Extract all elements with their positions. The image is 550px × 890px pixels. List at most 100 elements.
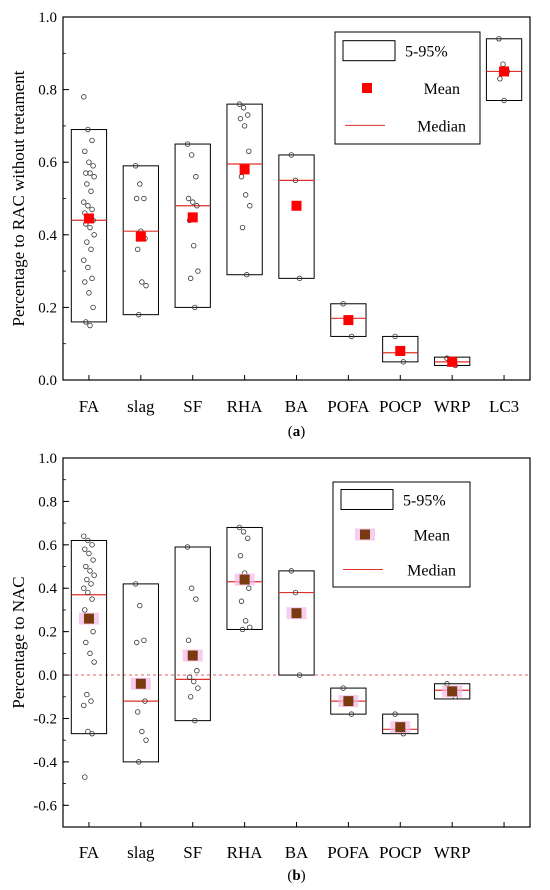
data-point: [85, 126, 91, 133]
data-point: [86, 159, 92, 165]
data-point: [85, 264, 91, 271]
data-point: [187, 275, 194, 282]
data-point: [90, 304, 96, 311]
data-point: [87, 568, 93, 574]
x-tick-label-fa: FA: [79, 397, 100, 416]
data-point: [83, 639, 89, 646]
data-point: [136, 759, 142, 765]
y-tick-label: 0.8: [38, 494, 57, 510]
data-point: [194, 203, 200, 209]
data-point: [348, 333, 355, 340]
x-tick-label-sf: SF: [183, 843, 202, 862]
category-sf: [174, 544, 211, 724]
data-point: [186, 674, 193, 680]
x-tick-label-ba: BA: [285, 843, 309, 862]
data-point: [132, 581, 139, 587]
data-point: [194, 668, 200, 674]
data-point: [137, 181, 143, 187]
data-point: [91, 232, 97, 238]
data-point: [84, 239, 90, 245]
data-point: [236, 101, 243, 107]
mean-marker-sf: [187, 650, 198, 661]
data-point: [247, 203, 253, 209]
data-point: [132, 163, 139, 169]
data-point: [191, 242, 197, 249]
mean-marker-pofa: [343, 696, 354, 707]
mean-marker-fa: [83, 613, 94, 624]
category-fa: [70, 94, 108, 329]
y-tick-label: 1.0: [38, 451, 57, 467]
category-slag: [122, 581, 159, 765]
legend-mean-swatch: [360, 529, 370, 540]
y-tick-label: 0.8: [38, 83, 57, 99]
data-point: [81, 257, 87, 263]
data-point: [188, 585, 195, 591]
data-point: [239, 224, 246, 231]
data-point: [237, 552, 244, 559]
data-point: [501, 97, 507, 104]
y-tick-label: 0.6: [38, 538, 57, 554]
legend: 5-95% Mean Median: [332, 481, 471, 588]
category-sf: [174, 141, 211, 311]
x-tick-label-sf: SF: [183, 397, 202, 416]
data-point: [84, 691, 90, 698]
mean-marker-sf: [187, 212, 198, 223]
y-tick-label: -0.4: [33, 755, 57, 771]
legend-mean-label: Mean: [424, 81, 460, 98]
x-tick-label-pofa: POFA: [327, 843, 370, 862]
data-point: [142, 698, 148, 704]
data-point: [246, 585, 252, 591]
mean-marker-rha: [239, 574, 250, 585]
data-point: [136, 311, 142, 318]
legend-mean-label: Mean: [414, 528, 450, 545]
mean-marker-lc3: [499, 66, 510, 77]
data-point: [85, 728, 91, 735]
data-point: [288, 568, 295, 574]
data-point: [292, 589, 299, 596]
data-point: [185, 195, 192, 202]
category-rha: [226, 524, 263, 633]
data-point: [82, 546, 88, 552]
box-pocp: [382, 335, 419, 363]
panel-label-open: (: [287, 868, 292, 884]
data-point: [340, 301, 346, 307]
data-point: [236, 524, 243, 531]
box-rha: [226, 103, 263, 276]
mean-marker-slag: [135, 678, 146, 689]
box-fa: [70, 129, 108, 323]
mean-marker-wrp: [447, 356, 458, 367]
data-point: [89, 137, 95, 144]
mean-marker-ba: [291, 608, 302, 619]
x-tick-label-rha: RHA: [227, 843, 264, 862]
data-point: [340, 685, 346, 691]
mean-marker-pocp: [395, 722, 406, 733]
category-lc3: [485, 36, 523, 104]
data-point: [239, 626, 246, 633]
mean-marker-pocp: [395, 345, 406, 356]
x-tick-label-pocp: POCP: [379, 843, 422, 862]
panel-letter: a: [293, 424, 301, 440]
y-tick-label: 0.2: [38, 625, 57, 641]
data-point: [82, 279, 88, 285]
data-point: [188, 152, 195, 158]
data-point: [85, 537, 91, 544]
data-point: [82, 607, 88, 613]
x-tick-label-fa: FA: [79, 843, 100, 862]
data-point: [88, 581, 94, 587]
data-point: [192, 717, 198, 724]
chart-panel-b: FA slag SF RHA BA POFA POCP WRP -0.6 -0.4 -0.2 0.0 0…: [9, 451, 531, 884]
data-point: [184, 544, 191, 550]
data-point: [139, 279, 145, 285]
data-point: [185, 637, 192, 644]
data-point: [83, 319, 89, 325]
panel-letter: b: [292, 868, 300, 884]
data-point: [90, 557, 96, 563]
data-point: [245, 535, 251, 542]
data-point: [91, 572, 97, 578]
data-point: [245, 112, 251, 118]
panel-label: (a): [288, 424, 306, 440]
data-point: [87, 224, 93, 231]
mean-marker-slag: [135, 231, 146, 242]
data-point: [81, 533, 87, 539]
